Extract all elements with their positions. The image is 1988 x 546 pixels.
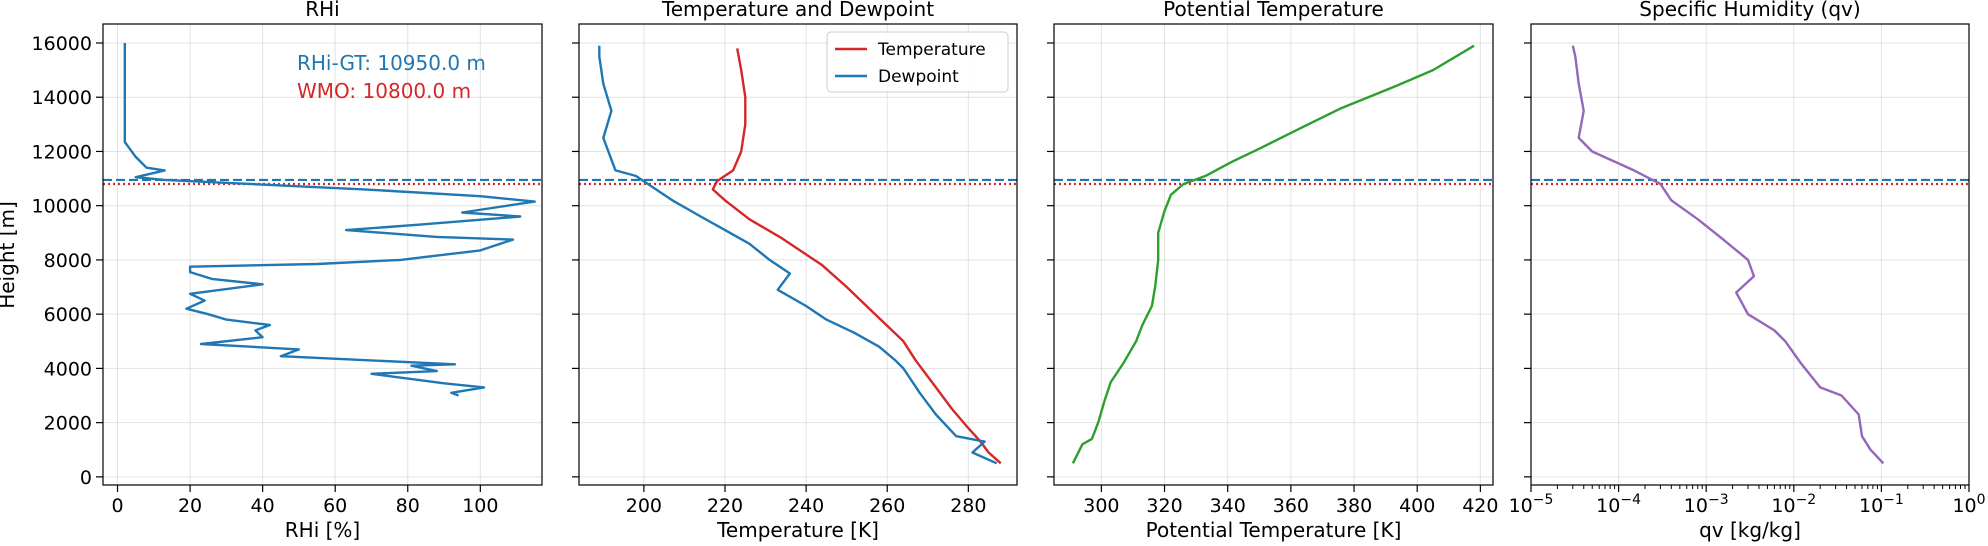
legend-label: Dewpoint <box>878 67 959 87</box>
x-tick-label: 280 <box>950 495 986 517</box>
x-tick-label: 200 <box>626 495 662 517</box>
x-tick-label-exponent: 0 <box>1977 492 1986 508</box>
x-tick-label-base: 10 <box>1596 495 1620 517</box>
x-tick-label: 10−3 <box>1684 492 1729 517</box>
y-tick-label: 8000 <box>44 250 92 272</box>
y-tick-label: 16000 <box>32 33 92 55</box>
plot-frame <box>1053 23 1494 486</box>
y-tick-label: 10000 <box>32 196 92 218</box>
x-tick-label-base: 10 <box>1771 495 1795 517</box>
x-tick-label: 300 <box>1083 495 1119 517</box>
x-tick-label: 380 <box>1336 495 1372 517</box>
x-tick-label: 240 <box>788 495 824 517</box>
x-tick-label-base: 10 <box>1859 495 1883 517</box>
x-tick-label: 220 <box>707 495 743 517</box>
legend-box <box>826 31 1009 93</box>
x-tick-label-exponent: −3 <box>1708 492 1729 508</box>
x-tick-label: 100 <box>1952 492 1985 517</box>
x-tick-label: 80 <box>396 495 420 517</box>
wmo-annotation: WMO: 10800.0 m <box>297 79 471 103</box>
x-tick-label-exponent: −1 <box>1883 492 1904 508</box>
plot-frame <box>1530 23 1970 486</box>
plot-frame <box>102 23 543 486</box>
legend-label: Temperature <box>877 40 986 60</box>
x-tick-label: 10−1 <box>1859 492 1904 517</box>
y-tick-label: 14000 <box>32 87 92 109</box>
x-tick-label-exponent: −4 <box>1620 492 1641 508</box>
panel-2: 200 220 240 260 280 Temperature and Dewpoint T… <box>572 0 1018 542</box>
y-tick-label: 2000 <box>44 413 92 435</box>
y-tick-label: 4000 <box>44 358 92 380</box>
x-tick-label: 40 <box>251 495 275 517</box>
panel-title: Temperature and Dewpoint <box>661 0 934 21</box>
y-axis-label: Height [m] <box>0 201 19 309</box>
x-tick-label-base: 10 <box>1684 495 1708 517</box>
x-axis-label: Temperature [K] <box>716 518 879 542</box>
y-tick-label: 12000 <box>32 141 92 163</box>
panel-title: Specific Humidity (qv) <box>1639 0 1860 21</box>
panel-title: Potential Temperature <box>1163 0 1384 21</box>
x-axis-label: qv [kg/kg] <box>1699 518 1801 542</box>
x-tick-label: 340 <box>1210 495 1246 517</box>
temperature-line <box>711 48 1002 465</box>
x-axis-label: Potential Temperature [K] <box>1146 518 1402 542</box>
series-line <box>123 43 536 397</box>
x-tick-label: 100 <box>462 495 498 517</box>
x-tick-label-base: 10 <box>1509 495 1533 517</box>
x-tick-label: 320 <box>1146 495 1182 517</box>
x-tick-label: 360 <box>1273 495 1309 517</box>
x-tick-label: 20 <box>178 495 202 517</box>
x-tick-label-base: 10 <box>1952 495 1976 517</box>
series-line <box>1571 45 1885 465</box>
x-tick-label: 10−2 <box>1771 492 1816 517</box>
panel-title: RHi <box>305 0 340 21</box>
y-tick-label: 0 <box>80 467 92 489</box>
rhi-gt-annotation: RHi-GT: 10950.0 m <box>297 51 486 75</box>
x-tick-label: 10−5 <box>1509 492 1554 517</box>
panel-1: 0 20 40 60 80 100 0 2000 4000 6000 8000 10000 12000 1… <box>32 0 543 542</box>
x-tick-label-exponent: −2 <box>1796 492 1817 508</box>
x-tick-label: 260 <box>869 495 905 517</box>
x-tick-label: 420 <box>1462 495 1498 517</box>
x-axis-label: RHi [%] <box>285 518 360 542</box>
x-tick-label: 0 <box>111 495 123 517</box>
y-tick-label: 6000 <box>44 304 92 326</box>
x-tick-label: 60 <box>323 495 347 517</box>
x-tick-label: 10−4 <box>1596 492 1641 517</box>
plot-frame <box>578 23 1018 486</box>
panel-3: 300 320 340 360 380 400 420 Potential Temperatu… <box>1047 0 1498 542</box>
legend: Temperature Dewpoint <box>826 31 1009 93</box>
series-line <box>1071 44 1475 464</box>
dewpoint-line <box>598 45 998 465</box>
x-tick-label: 400 <box>1399 495 1435 517</box>
x-tick-label-exponent: −5 <box>1533 492 1554 508</box>
